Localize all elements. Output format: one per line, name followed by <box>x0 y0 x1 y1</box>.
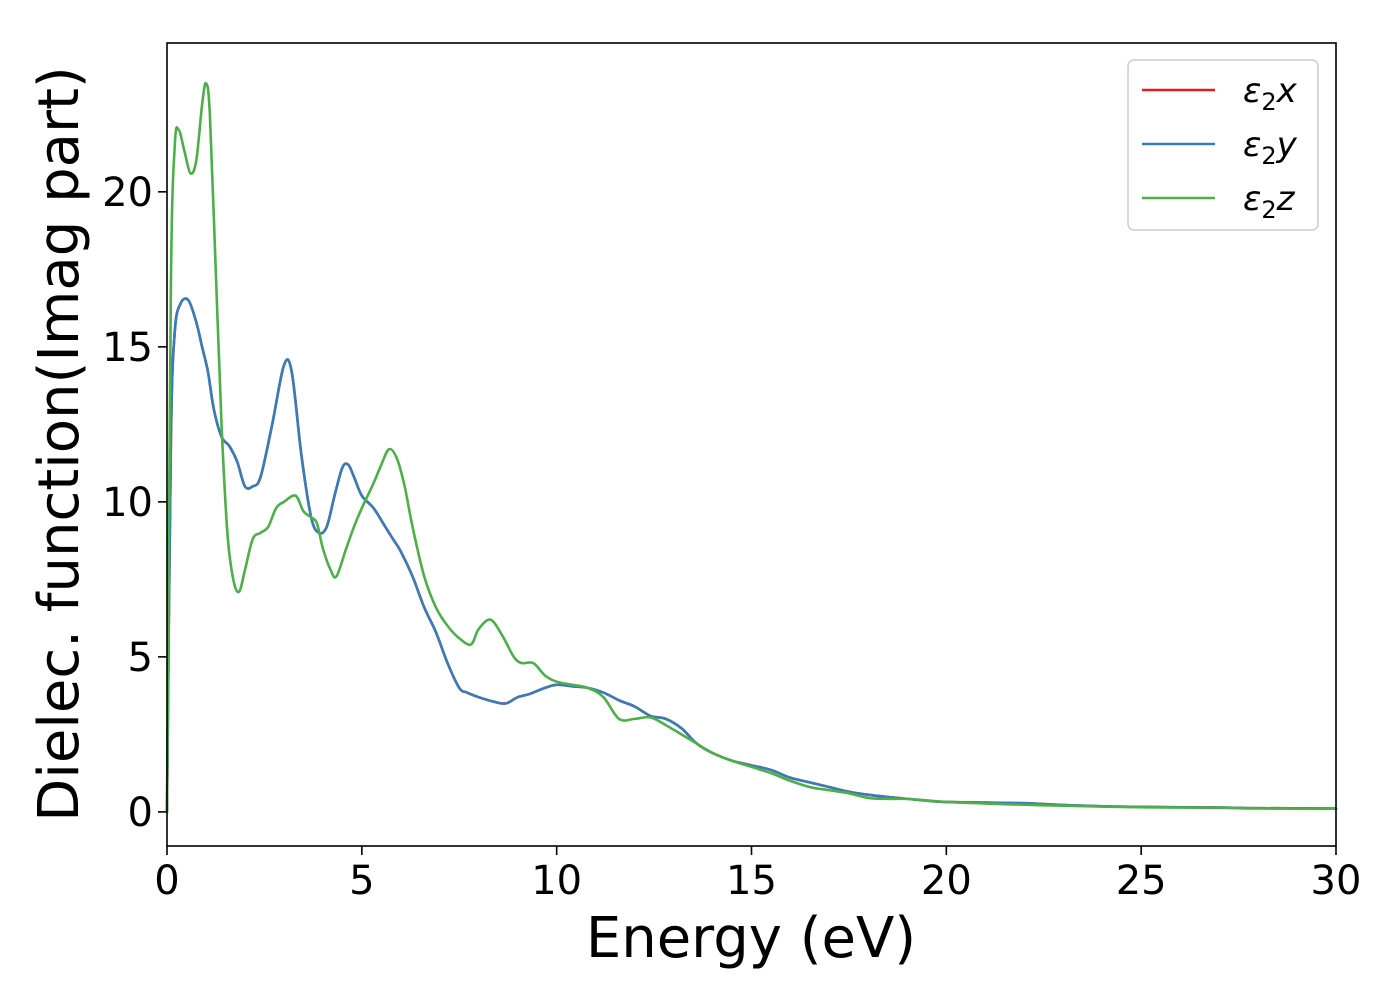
x-tick-label: 15 <box>726 858 777 904</box>
legend: ε2x ε2y ε2z <box>1127 59 1319 231</box>
y-tick-label: 10 <box>102 480 153 526</box>
y-axis-ticks: 0 5 10 15 20 <box>102 170 167 836</box>
series-line-x <box>165 297 1338 814</box>
y-tick-label: 15 <box>102 325 153 371</box>
legend-label-y: ε2y <box>1243 125 1298 170</box>
series-line-y <box>165 297 1338 814</box>
y-tick-label: 20 <box>102 170 153 216</box>
x-tick-label: 0 <box>154 858 179 904</box>
x-tick-label: 30 <box>1311 858 1362 904</box>
x-axis-title: Energy (eV) <box>586 906 916 971</box>
legend-label-x: ε2x <box>1243 71 1298 116</box>
series-line-z <box>165 81 1338 814</box>
y-tick-label: 5 <box>128 635 153 681</box>
x-tick-label: 20 <box>921 858 972 904</box>
y-tick-label: 0 <box>128 790 153 836</box>
series-layer <box>165 81 1338 814</box>
x-tick-label: 10 <box>531 858 582 904</box>
y-axis-title: Dielec. function(Imag part) <box>27 66 92 822</box>
legend-label-z: ε2z <box>1243 179 1296 224</box>
legend-box <box>1127 59 1319 231</box>
x-tick-label: 25 <box>1116 858 1167 904</box>
x-tick-label: 5 <box>349 858 374 904</box>
x-axis-ticks: 0 5 10 15 20 25 30 <box>154 846 1361 904</box>
